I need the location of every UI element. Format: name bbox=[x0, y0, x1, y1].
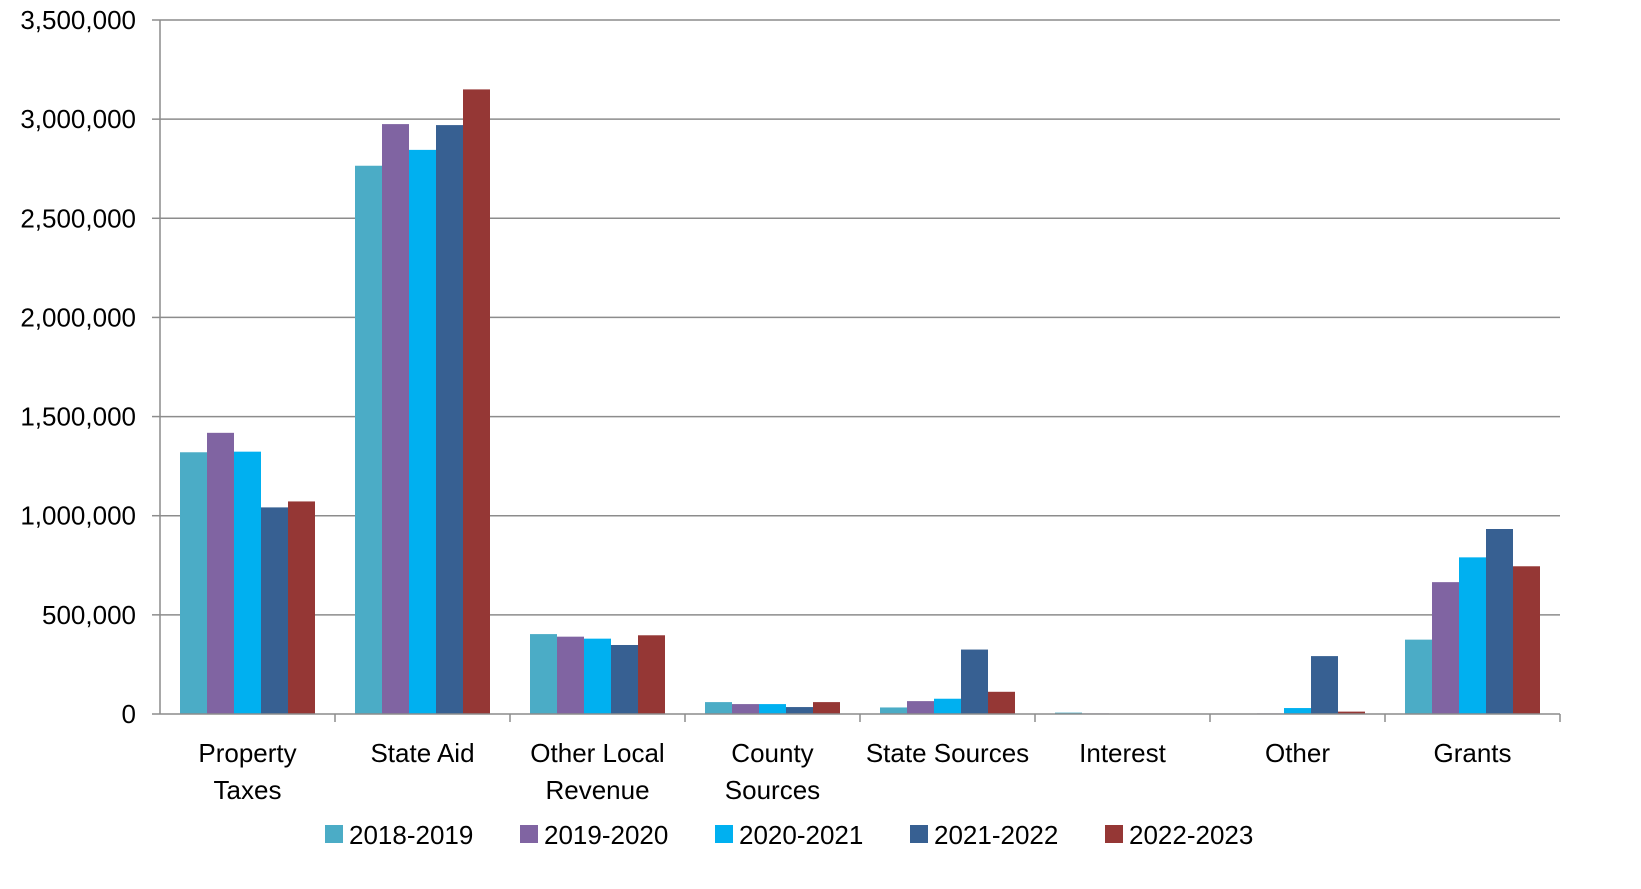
bar bbox=[1284, 708, 1311, 714]
bar bbox=[1338, 711, 1365, 714]
x-axis-category-label: Property Taxes bbox=[198, 738, 296, 805]
x-axis-category-label: State Aid bbox=[370, 738, 474, 768]
bar bbox=[584, 638, 611, 714]
y-axis-tick-label: 1,500,000 bbox=[20, 402, 136, 432]
axes bbox=[152, 19, 1561, 722]
bar bbox=[786, 707, 813, 714]
y-axis-tick-label: 500,000 bbox=[42, 600, 136, 630]
bar bbox=[234, 451, 261, 714]
bar bbox=[934, 698, 961, 714]
y-axis-tick-labels: 0 500,000 1,000,000 1,500,000 2,000,000 2,500… bbox=[20, 5, 136, 729]
legend-label: 2021-2022 bbox=[934, 820, 1058, 850]
bar bbox=[557, 636, 584, 714]
y-axis-tick-label: 3,500,000 bbox=[20, 5, 136, 35]
y-axis-tick-label: 2,000,000 bbox=[20, 302, 136, 332]
bar bbox=[759, 704, 786, 714]
legend-swatch bbox=[1105, 825, 1123, 843]
legend-label: 2018-2019 bbox=[349, 820, 473, 850]
bar bbox=[732, 704, 759, 714]
x-axis-category-label: Interest bbox=[1079, 738, 1166, 768]
x-axis-category-label: County Sources bbox=[725, 738, 820, 805]
bar bbox=[288, 501, 315, 714]
x-axis-category-labels: Property Taxes State Aid Other Local Revenue… bbox=[198, 738, 1511, 805]
bar bbox=[409, 149, 436, 714]
legend-label: 2019-2020 bbox=[544, 820, 668, 850]
bar bbox=[436, 125, 463, 714]
bar bbox=[261, 507, 288, 714]
bar bbox=[813, 702, 840, 714]
bar bbox=[382, 124, 409, 715]
bar bbox=[880, 707, 907, 714]
legend-swatch bbox=[325, 825, 343, 843]
bar bbox=[463, 89, 490, 714]
y-axis-tick-label: 1,000,000 bbox=[20, 501, 136, 531]
legend-label: 2020-2021 bbox=[739, 820, 863, 850]
bar bbox=[1459, 557, 1486, 714]
x-axis-category-label: Grants bbox=[1433, 738, 1511, 768]
bar bbox=[1432, 582, 1459, 714]
bar bbox=[1405, 639, 1432, 714]
legend-swatch bbox=[520, 825, 538, 843]
y-axis-tick-label: 2,500,000 bbox=[20, 203, 136, 233]
bar bbox=[180, 452, 207, 714]
x-axis-category-label: Other Local Revenue bbox=[530, 738, 664, 805]
legend-swatch bbox=[715, 825, 733, 843]
bar bbox=[638, 635, 665, 714]
legend: 2018-2019 2019-2020 2020-2021 2021-2022 2022… bbox=[325, 820, 1253, 850]
y-axis-tick-label: 0 bbox=[122, 699, 136, 729]
bar bbox=[961, 649, 988, 714]
legend-label: 2022-2023 bbox=[1129, 820, 1253, 850]
y-axis-tick-label: 3,000,000 bbox=[20, 104, 136, 134]
x-axis-category-label: State Sources bbox=[866, 738, 1029, 768]
bar bbox=[611, 644, 638, 714]
x-axis-category-label: Other bbox=[1265, 738, 1330, 768]
bar bbox=[355, 165, 382, 715]
legend-swatch bbox=[910, 825, 928, 843]
bar bbox=[1311, 656, 1338, 714]
bars bbox=[180, 89, 1540, 715]
bar bbox=[1513, 566, 1540, 714]
bar bbox=[530, 634, 557, 714]
bar bbox=[907, 701, 934, 714]
bar bbox=[1486, 528, 1513, 714]
bar bbox=[705, 702, 732, 714]
bar bbox=[207, 432, 234, 714]
bar bbox=[988, 691, 1015, 714]
